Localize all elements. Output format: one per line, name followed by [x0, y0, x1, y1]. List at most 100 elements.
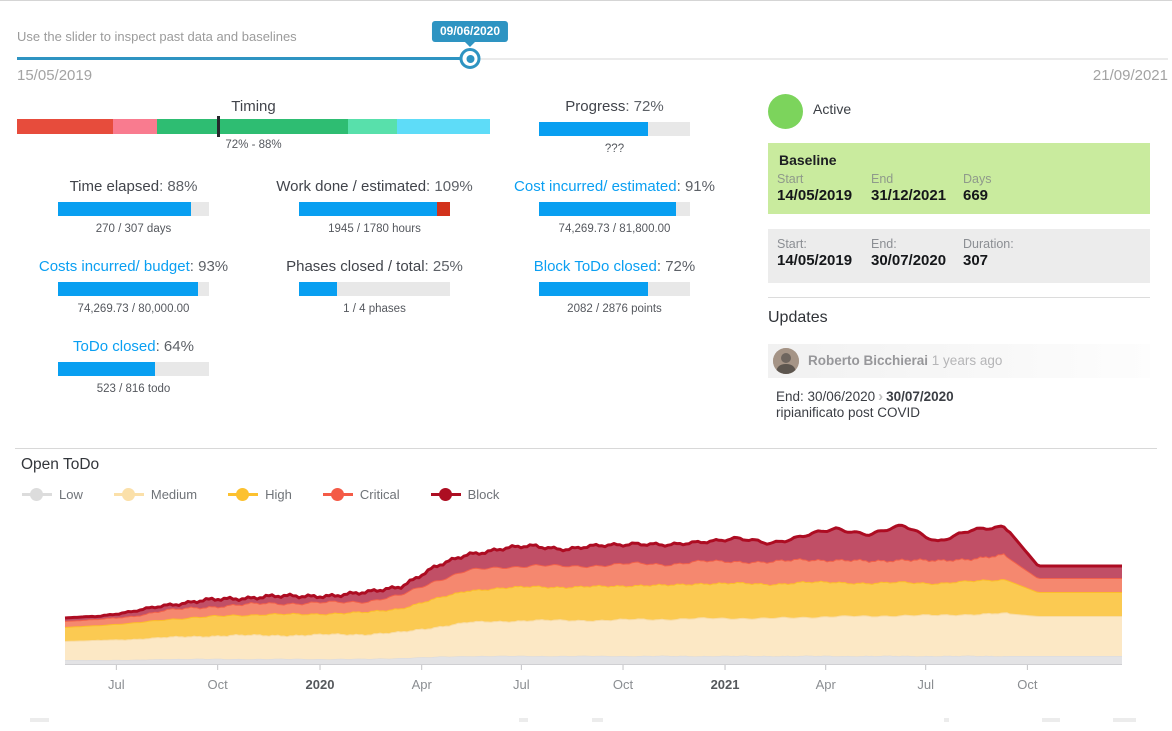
cutoff-fragment — [592, 718, 603, 722]
cutoff-fragment — [944, 718, 949, 722]
slider-thumb-dot — [466, 54, 474, 63]
stat-block_todo: Block ToDo closed: 72% 2082 / 2876 points — [494, 258, 735, 320]
stat-costs_budget: Costs incurred/ budget: 93% 74,269.73 / 8… — [13, 258, 254, 320]
stat-bar-fill — [539, 282, 648, 296]
timing-segment-behind — [113, 119, 157, 134]
status-label: Active — [813, 101, 852, 117]
area-low — [65, 655, 1122, 664]
stat-todo_closed: ToDo closed: 64% 523 / 816 todo — [13, 338, 254, 400]
stat-link-block_todo[interactable]: Block ToDo closed — [533, 258, 657, 275]
stat-pct-phases_closed: : 25% — [424, 258, 463, 275]
legend-item-low[interactable]: Low — [22, 487, 83, 502]
baseline-card-title: Baseline — [779, 152, 837, 168]
legend-item-block[interactable]: Block — [430, 487, 500, 502]
cutoff-fragment — [519, 718, 528, 722]
stat-pct-time_elapsed: : 88% — [159, 178, 198, 195]
stat-link-cost_estimated[interactable]: Cost incurred/ estimated — [514, 178, 677, 195]
stat-bar-phases_closed — [299, 282, 450, 296]
card-field-value: 14/05/2019 — [777, 252, 853, 269]
stat-bar-overflow — [437, 202, 450, 216]
timing-segment-on-track — [157, 119, 349, 134]
stat-progress: Progress: 72%??? — [494, 98, 735, 160]
stat-caption-progress: ??? — [604, 143, 625, 155]
x-axis-label: Apr — [412, 677, 433, 692]
avatar — [773, 348, 799, 374]
open-todo-stacked-area-chart: Jul Oct 2020 Apr Jul Oct 2021 Apr Jul Oct — [64, 523, 1123, 692]
edge-block — [64, 523, 1123, 620]
stat-caption-phases_closed: 1 / 4 phases — [343, 303, 406, 315]
legend-dot — [330, 488, 344, 501]
legend-item-high[interactable]: High — [228, 487, 292, 502]
stat-title-time_elapsed: Time elapsed: 88% — [13, 178, 254, 195]
chart-title: Open ToDo — [21, 456, 100, 473]
stat-label-progress: Progress — [565, 98, 626, 115]
stat-label-time_elapsed: Time elapsed — [69, 178, 160, 195]
stat-bar-fill — [58, 282, 199, 296]
card-field-value: 31/12/2021 — [871, 187, 947, 204]
stat-bar-progress — [539, 122, 690, 136]
legend-label: High — [265, 487, 292, 502]
stat-bar-fill — [299, 282, 337, 296]
stat-title-costs_budget[interactable]: Costs incurred/ budget: 93% — [13, 258, 254, 275]
stat-label-work_done: Work done / estimated — [276, 178, 427, 195]
card-field-value: 307 — [963, 252, 989, 269]
legend-label: Block — [467, 487, 500, 502]
timing-current-marker — [217, 116, 220, 137]
stat-title-work_done: Work done / estimated: 109% — [254, 178, 495, 195]
stat-bar-fill — [58, 362, 155, 376]
stat-title-cost_estimated[interactable]: Cost incurred/ estimated: 91% — [494, 178, 735, 195]
legend-dot — [121, 488, 135, 501]
stat-bar-time_elapsed — [58, 202, 209, 216]
stat-work_done: Work done / estimated: 109% 1945 / 1780 h… — [254, 178, 495, 240]
legend-marker-icon — [22, 488, 52, 501]
update-entry[interactable]: Roberto Bicchierai 1 years ago — [768, 344, 1150, 378]
stat-title-block_todo[interactable]: Block ToDo closed: 72% — [494, 258, 735, 275]
slider-fill — [17, 57, 470, 60]
slider-date-tooltip: 09/06/2020 — [431, 21, 509, 47]
x-axis-label: Oct — [1017, 677, 1038, 692]
x-axis-label: 2021 — [711, 677, 740, 692]
card-field-label: End — [871, 172, 894, 186]
legend-dot — [438, 488, 452, 501]
stat-caption-time_elapsed: 270 / 307 days — [95, 223, 172, 235]
legend-item-critical[interactable]: Critical — [322, 487, 400, 502]
slider-track[interactable] — [17, 57, 1168, 60]
timing-title: Timing — [231, 98, 276, 115]
stat-title-todo_closed[interactable]: ToDo closed: 64% — [13, 338, 254, 355]
timing-range-label: 72% - 88% — [225, 139, 282, 151]
stat-pct-progress: : 72% — [625, 98, 664, 115]
legend-dot — [30, 488, 43, 501]
cutoff-fragment — [1042, 718, 1060, 722]
stat-caption-todo_closed: 523 / 816 todo — [96, 383, 171, 395]
timing-segment-late — [17, 119, 114, 134]
stat-title-progress: Progress: 72% — [494, 98, 735, 115]
stat-bar-fill — [539, 122, 648, 136]
card-field-value: 30/07/2020 — [871, 252, 947, 269]
stat-link-costs_budget[interactable]: Costs incurred/ budget — [38, 258, 190, 275]
legend-label: Medium — [150, 487, 198, 502]
legend-label: Critical — [359, 487, 400, 502]
update-when: 1 years ago — [931, 353, 1003, 368]
stat-pct-work_done: : 109% — [426, 178, 473, 195]
stat-pct-costs_budget: : 93% — [189, 258, 229, 275]
stat-label-phases_closed: Phases closed / total — [286, 258, 425, 275]
stat-time_elapsed: Time elapsed: 88% 270 / 307 days — [13, 178, 254, 240]
x-axis-label: 2020 — [306, 677, 335, 692]
stat-pct-todo_closed: : 64% — [155, 338, 194, 355]
slider-thumb[interactable] — [459, 48, 481, 69]
x-axis-label: Apr — [816, 677, 837, 692]
stat-link-todo_closed[interactable]: ToDo closed — [73, 338, 156, 355]
x-axis-label: Jul — [513, 677, 530, 692]
chevron-right-icon: › — [878, 388, 884, 405]
legend-marker-icon — [322, 488, 353, 501]
area-critical — [65, 553, 1122, 627]
baseline-card: Baseline Start 14/05/2019 End 31/12/2021 Day… — [768, 143, 1150, 214]
timing-bar — [17, 119, 491, 134]
card-field-label: End: — [871, 237, 897, 251]
legend-item-medium[interactable]: Medium — [113, 487, 198, 502]
x-axis-label: Jul — [917, 677, 934, 692]
update-change-field: End: 30/06/2020 — [776, 389, 876, 404]
timing-block: Timing 72% - 88% — [17, 98, 491, 158]
update-change-line: End: 30/06/2020 › 30/07/2020 — [776, 388, 954, 405]
panel-divider — [768, 297, 1150, 298]
